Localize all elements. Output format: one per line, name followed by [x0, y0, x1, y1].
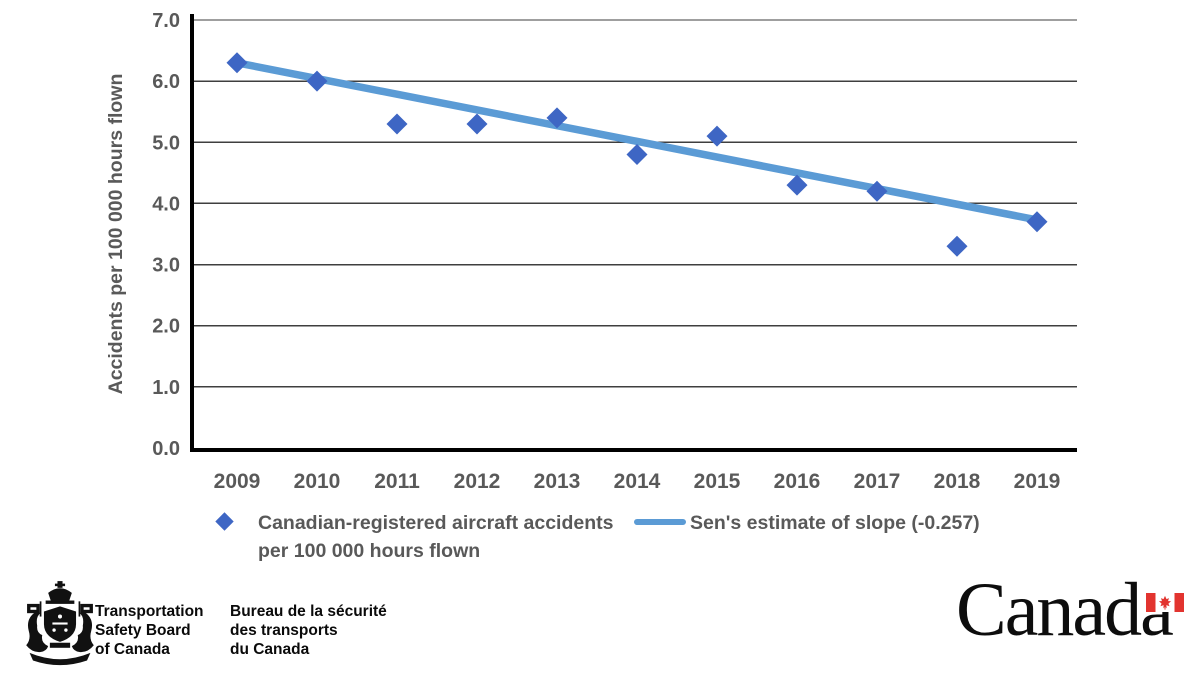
x-tick-label: 2018 [934, 470, 981, 493]
legend-trend-label: Sen's estimate of slope (-0.257) [690, 512, 980, 534]
data-point [706, 125, 728, 147]
x-tick-label: 2009 [214, 470, 261, 493]
x-tick-label: 2012 [454, 470, 501, 493]
y-tick-label: 0.0 [152, 438, 180, 460]
canada-flag-icon [1146, 593, 1184, 612]
data-point [786, 174, 808, 196]
data-point [466, 113, 488, 135]
data-point [1026, 211, 1048, 233]
tsb-en-line2: Safety Board [95, 622, 191, 639]
footer: Transportation Safety Board of Canada Bu… [0, 568, 1200, 675]
tsb-en-line3: of Canada [95, 641, 170, 658]
y-tick-label: 2.0 [152, 316, 180, 338]
accident-rate-chart: 0.0 1.0 2.0 3.0 4.0 5.0 6.0 7.0 2009 2010 2011 2012… [105, 10, 1077, 493]
data-point [386, 113, 408, 135]
data-point [866, 180, 888, 202]
x-tick-label: 2014 [614, 470, 661, 493]
y-tick-label: 7.0 [152, 10, 180, 32]
coat-of-arms-icon [26, 581, 94, 666]
x-tick-label: 2019 [1014, 470, 1061, 493]
tsb-fr-line2: des transports [230, 622, 338, 639]
tsb-fr-line3: du Canada [230, 641, 310, 658]
tsb-name-french: Bureau de la sécurité des transports du … [230, 602, 387, 659]
y-tick-label: 6.0 [152, 71, 180, 93]
tsb-name-english: Transportation Safety Board of Canada [95, 602, 204, 659]
legend-scatter-label: Canadian-registered aircraft accidents p… [258, 509, 658, 565]
legend-scatter-label-line1: Canadian-registered aircraft accidents [258, 512, 614, 534]
y-tick-label: 5.0 [152, 132, 180, 154]
data-point [306, 70, 328, 92]
data-point [626, 144, 648, 166]
trend-line [233, 59, 1041, 224]
data-point [946, 235, 968, 257]
tsb-en-line1: Transportation [95, 603, 204, 620]
x-tick-label: 2011 [374, 470, 420, 493]
chart-legend: Canadian-registered aircraft accidents p… [0, 0, 1200, 562]
data-point [546, 107, 568, 129]
data-point [226, 52, 248, 74]
tsb-fr-line1: Bureau de la sécurité [230, 603, 387, 620]
y-tick-label: 4.0 [152, 193, 180, 215]
y-tick-label: 1.0 [152, 377, 180, 399]
x-tick-label: 2016 [774, 470, 821, 493]
legend-scatter-marker-icon [215, 512, 234, 531]
x-tick-label: 2013 [534, 470, 581, 493]
x-tick-label: 2017 [854, 470, 901, 493]
y-axis-title: Accidents per 100 000 hours flown [105, 74, 127, 395]
legend-trend-swatch-icon [634, 519, 686, 525]
legend-scatter-label-line2: per 100 000 hours flown [258, 540, 481, 562]
y-tick-label: 3.0 [152, 255, 180, 277]
canada-wordmark: Canada [956, 568, 1174, 652]
x-tick-label: 2015 [694, 470, 741, 493]
x-tick-label: 2010 [294, 470, 341, 493]
